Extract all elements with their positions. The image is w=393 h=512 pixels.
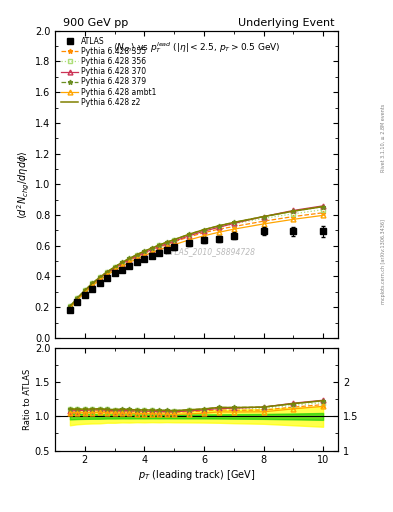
X-axis label: $p_T$ (leading track) [GeV]: $p_T$ (leading track) [GeV] — [138, 468, 255, 482]
Legend: ATLAS, Pythia 6.428 355, Pythia 6.428 356, Pythia 6.428 370, Pythia 6.428 379, P: ATLAS, Pythia 6.428 355, Pythia 6.428 35… — [59, 34, 159, 109]
Text: $\langle N_{ch}\rangle$ vs $p_T^{lead}$ ($|\eta| < 2.5$, $p_T > 0.5$ GeV): $\langle N_{ch}\rangle$ vs $p_T^{lead}$ … — [113, 40, 280, 55]
Text: mcplots.cern.ch [arXiv:1306.3436]: mcplots.cern.ch [arXiv:1306.3436] — [381, 219, 386, 304]
Text: Rivet 3.1.10, ≥ 2.8M events: Rivet 3.1.10, ≥ 2.8M events — [381, 104, 386, 173]
Y-axis label: Ratio to ATLAS: Ratio to ATLAS — [23, 369, 32, 430]
Text: Underlying Event: Underlying Event — [237, 18, 334, 28]
Y-axis label: $\langle d^2 N_{chg}/d\eta d\phi \rangle$: $\langle d^2 N_{chg}/d\eta d\phi \rangle… — [16, 150, 32, 219]
Text: ATLAS_2010_S8894728: ATLAS_2010_S8894728 — [165, 247, 256, 257]
Text: 900 GeV pp: 900 GeV pp — [63, 18, 128, 28]
